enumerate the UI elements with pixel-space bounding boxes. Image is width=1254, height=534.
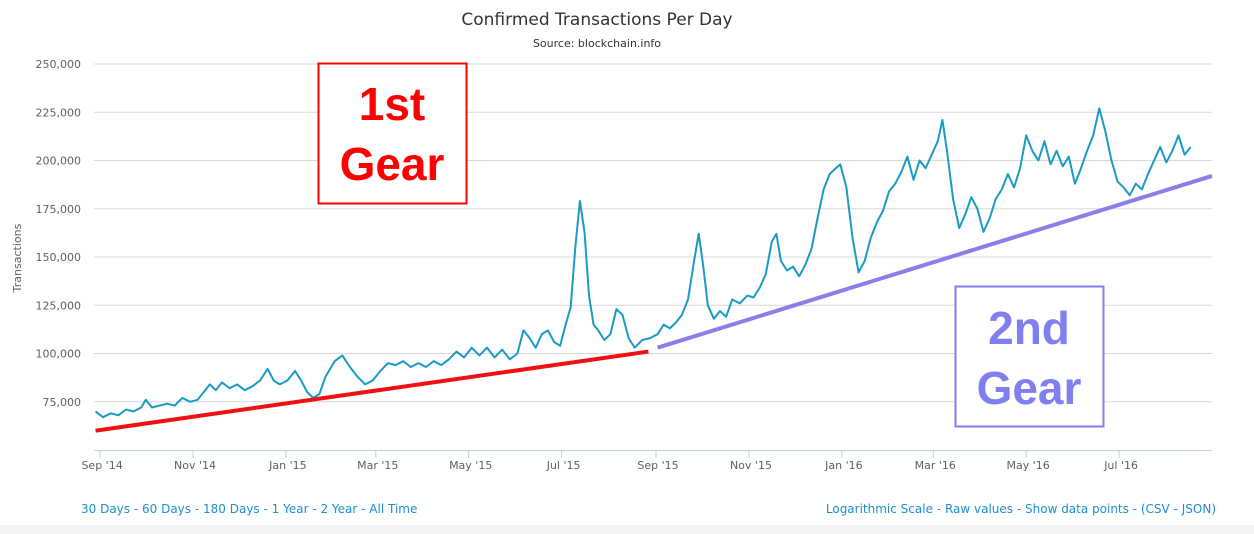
option-link-json[interactable]: JSON	[1181, 502, 1212, 516]
annotation-box	[954, 285, 1105, 428]
bottom-strip	[0, 525, 1254, 534]
option-links: Logarithmic Scale - Raw values - Show da…	[826, 502, 1216, 516]
link-separator: )	[1211, 502, 1216, 516]
range-link-60-days[interactable]: 60 Days	[142, 502, 192, 516]
y-tick-label: 200,000	[36, 155, 82, 168]
y-tick-label: 125,000	[36, 299, 82, 312]
range-link-1-year[interactable]: 1 Year	[271, 502, 309, 516]
annotation-text: 2nd	[988, 302, 1070, 354]
second-gear-trend-line	[656, 174, 1213, 350]
x-tick-label: Mar '15	[357, 459, 398, 472]
annotation-box	[317, 62, 468, 205]
option-link-csv[interactable]: CSV	[1145, 502, 1170, 516]
range-link-180-days[interactable]: 180 Days	[203, 502, 260, 516]
y-tick-label: 100,000	[36, 348, 82, 361]
series-layer	[94, 107, 1192, 419]
link-separator: -	[1169, 502, 1182, 516]
option-link-show-data-points[interactable]: Show data points	[1025, 502, 1129, 516]
y-tick-label: 75,000	[43, 396, 82, 409]
x-tick-label: Jul '16	[1103, 459, 1138, 472]
x-tick-label: Nov '14	[174, 459, 216, 472]
x-tick-label: Nov '15	[730, 459, 772, 472]
chart-title: Confirmed Transactions Per Day	[461, 10, 732, 30]
range-link-30-days[interactable]: 30 Days	[81, 502, 131, 516]
trend-lines	[95, 174, 1213, 433]
x-tick-label: Mar '16	[915, 459, 956, 472]
x-tick-label: Sep '15	[637, 459, 678, 472]
y-tick-label: 250,000	[36, 58, 82, 71]
option-link-raw-values[interactable]: Raw values	[944, 502, 1014, 516]
link-separator: -	[259, 502, 272, 516]
x-tick-label: May '16	[1007, 459, 1050, 472]
chart-subtitle: Source: blockchain.info	[533, 37, 661, 50]
range-link-2-year[interactable]: 2 Year	[320, 502, 358, 516]
link-separator: - (	[1128, 502, 1146, 516]
link-separator: -	[191, 502, 203, 516]
annotations: 1st Gear 2nd Gear	[317, 62, 1105, 428]
x-tick-label: Jan '16	[824, 459, 862, 472]
y-tick-label: 175,000	[36, 203, 82, 216]
y-tick-label: 150,000	[36, 251, 82, 264]
series-line	[94, 107, 1192, 419]
first-gear-trend-line	[95, 349, 649, 433]
annotation-text: Gear	[977, 362, 1082, 414]
annotation-text: Gear	[340, 138, 445, 190]
x-tick-label: May '15	[449, 459, 492, 472]
link-separator: -	[932, 502, 945, 516]
x-tick-label: Sep '14	[81, 459, 122, 472]
x-tick-label: Jan '15	[268, 459, 306, 472]
link-separator: -	[130, 502, 142, 516]
link-separator: -	[1013, 502, 1025, 516]
range-link-all-time[interactable]: All Time	[369, 502, 418, 516]
option-link-logarithmic-scale[interactable]: Logarithmic Scale	[825, 502, 933, 516]
link-separator: -	[357, 502, 370, 516]
y-axis-label: Transactions	[11, 223, 24, 293]
second-gear-annotation: 2nd Gear	[954, 285, 1105, 428]
gridlines	[94, 63, 1212, 403]
annotation-text: 1st	[359, 78, 425, 130]
x-axis: Sep '14 Nov '14 Jan '15 Mar '15 May '15 Jul '…	[81, 450, 1212, 472]
link-separator: -	[308, 502, 321, 516]
range-links: 30 Days - 60 Days - 180 Days - 1 Year - …	[81, 502, 417, 516]
y-tick-label: 225,000	[36, 106, 82, 119]
y-axis-ticks: 75,000 100,000 125,000 150,000 175,000 200,00…	[36, 58, 82, 409]
x-tick-label: Jul '15	[546, 459, 581, 472]
first-gear-annotation: 1st Gear	[317, 62, 468, 205]
